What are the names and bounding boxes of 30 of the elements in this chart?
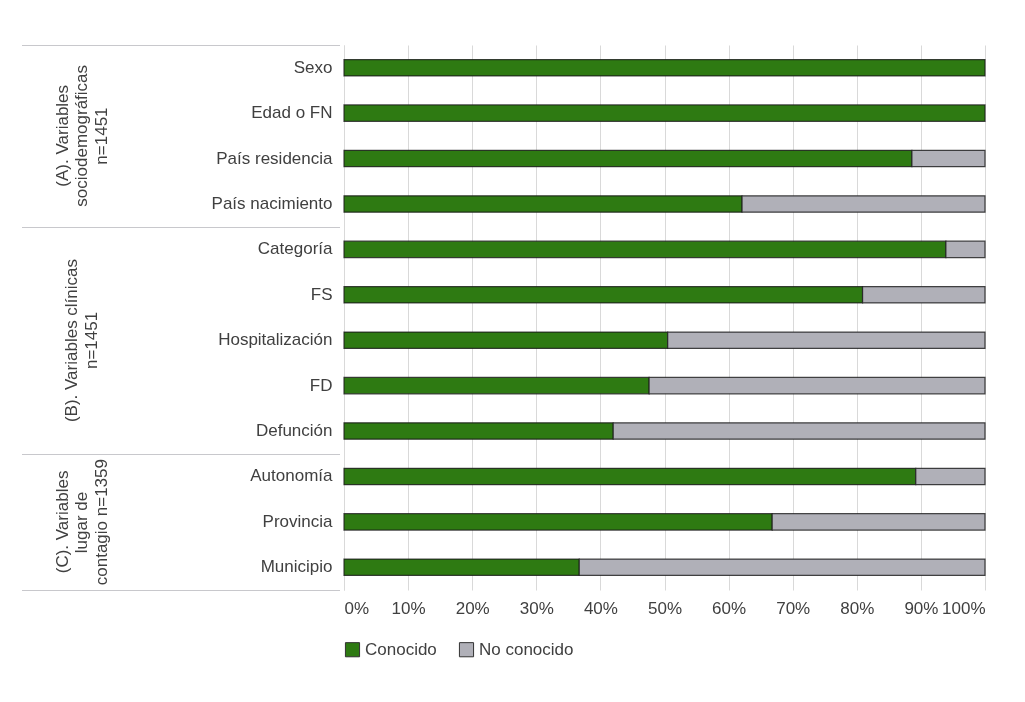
x-tick-label: 70%: [776, 598, 811, 618]
y-tick-label: Hospitalización: [218, 330, 333, 350]
y-tick-label: FS: [310, 284, 333, 304]
x-tick-label: 40%: [583, 598, 618, 618]
text: (C). Variables lugar de contagio n=1359: [51, 457, 112, 586]
y-tick-label: País nacimiento: [211, 193, 333, 213]
y-tick-label: Autonomía: [250, 466, 334, 486]
y-tick-label: Categoría: [257, 239, 334, 259]
text: (A). Variables sociodemográficas n=1451: [51, 63, 112, 209]
bar: [343, 58, 986, 77]
y-tick-label: Municipio: [260, 557, 333, 577]
y-tick-label: Sexo: [293, 57, 333, 77]
legend-label: No conocido: [479, 639, 574, 659]
x-tick-label: 90%: [904, 598, 939, 618]
y-tick-label: Edad o FN: [251, 103, 333, 123]
x-tick-label: 100%: [942, 598, 986, 618]
bar: [343, 104, 986, 122]
x-tick-label: 80%: [840, 598, 875, 618]
x-tick-label: 50%: [647, 598, 683, 618]
x-tick-label: 30%: [519, 598, 554, 618]
x-tick-label: 60%: [712, 598, 747, 618]
x-tick-label: 0%: [344, 598, 370, 618]
y-tick-label: FD: [309, 375, 333, 395]
y-tick-label: País residencia: [216, 148, 334, 168]
x-tick-label: 10%: [391, 598, 426, 618]
y-tick-label: Defunción: [255, 421, 333, 441]
y-tick-label: Provincia: [262, 511, 334, 531]
x-tick-label: 20%: [455, 598, 490, 618]
legend-label: Conocido: [365, 639, 437, 659]
text: (B). Variables clínicas n=1451: [61, 257, 102, 424]
